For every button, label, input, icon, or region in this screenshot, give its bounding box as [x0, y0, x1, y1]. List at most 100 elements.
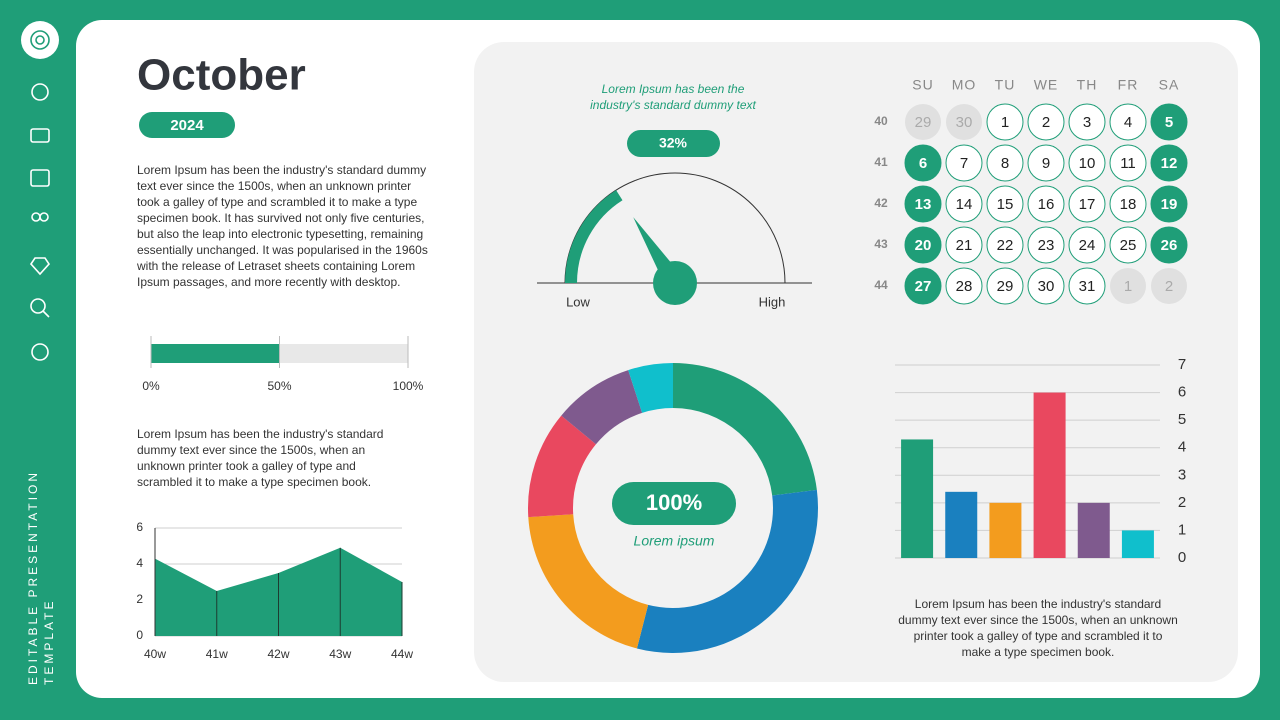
- day-cell: [1068, 267, 1106, 305]
- day: 29: [997, 278, 1014, 295]
- y-tick-label: 4: [1178, 439, 1186, 456]
- day-cell: [1068, 144, 1106, 182]
- day-cell: [905, 104, 941, 140]
- day: 23: [1038, 237, 1055, 254]
- donut-segment: [528, 415, 596, 518]
- icon[interactable]: [31, 343, 49, 361]
- donut-segment: [561, 370, 643, 445]
- day: 3: [1083, 114, 1091, 131]
- day-cell: [1027, 226, 1065, 264]
- icon[interactable]: [29, 257, 51, 276]
- day: 31: [1079, 278, 1096, 295]
- x-tick-label: 44w: [391, 647, 413, 661]
- y-tick-label: 0: [136, 628, 143, 642]
- icon[interactable]: [30, 169, 50, 187]
- donut-segment: [628, 363, 673, 413]
- weekday: MO: [952, 77, 977, 93]
- x-tick-label: 0%: [142, 379, 160, 393]
- sidebar-icons: [21, 21, 59, 361]
- icon[interactable]: [30, 128, 50, 143]
- x-tick-label: 50%: [267, 379, 291, 393]
- logo: [21, 21, 59, 59]
- day: 22: [997, 237, 1014, 254]
- week-number: 44: [874, 278, 888, 292]
- y-tick-label: 2: [136, 592, 143, 606]
- y-tick-label: 6: [136, 520, 143, 534]
- day-cell: [904, 185, 942, 223]
- day: 30: [956, 114, 973, 131]
- day: 26: [1161, 237, 1178, 254]
- year: 2024: [170, 117, 204, 134]
- progress-fill: [151, 344, 280, 363]
- day-cell: [945, 267, 983, 305]
- day: 25: [1120, 237, 1137, 254]
- day-cell: [1150, 185, 1188, 223]
- day: 4: [1124, 114, 1132, 131]
- bar: [1121, 530, 1154, 558]
- day: 5: [1165, 114, 1173, 131]
- gauge-hub: [653, 261, 697, 305]
- day: 30: [1038, 278, 1055, 295]
- day-cell: [1068, 226, 1106, 264]
- x-tick-label: 100%: [393, 379, 424, 393]
- day: 10: [1079, 155, 1096, 172]
- weekday: WE: [1034, 77, 1059, 93]
- x-tick-label: 43w: [329, 647, 351, 661]
- day-cell: [1150, 226, 1188, 264]
- day-cell: [1109, 226, 1147, 264]
- day-cell: [986, 103, 1024, 141]
- icon[interactable]: [31, 212, 41, 222]
- y-tick-label: 1: [1178, 521, 1186, 538]
- day: 16: [1038, 196, 1055, 213]
- day-cell: [1150, 103, 1188, 141]
- gauge-value-label: 32%: [659, 135, 688, 151]
- x-tick-label: 41w: [206, 647, 228, 661]
- day-cell: [1151, 268, 1187, 304]
- day-cell: [1027, 144, 1065, 182]
- day-cell: [986, 226, 1024, 264]
- day: 28: [956, 278, 973, 295]
- day-cell: [1027, 185, 1065, 223]
- day: 11: [1120, 155, 1136, 172]
- icon[interactable]: [30, 298, 46, 314]
- center-sublabel: Lorem ipsum: [634, 533, 715, 549]
- day: 9: [1042, 155, 1050, 172]
- y-tick-label: 4: [136, 556, 143, 570]
- weekday: TH: [1077, 77, 1098, 93]
- day: 19: [1161, 196, 1178, 213]
- day-cell: [946, 104, 982, 140]
- bar: [901, 439, 934, 558]
- day-cell: [1068, 103, 1106, 141]
- value-badge: [627, 130, 720, 157]
- paragraph: Lorem Ipsum has been the industry's stan…: [137, 427, 384, 489]
- y-tick-label: 6: [1178, 384, 1186, 401]
- center-badge: [612, 482, 736, 525]
- bar: [1077, 502, 1110, 558]
- icon[interactable]: [31, 83, 49, 101]
- day: 27: [915, 278, 932, 295]
- y-tick-label: 3: [1178, 466, 1186, 483]
- day: 8: [1001, 155, 1009, 172]
- week-number: 43: [874, 237, 888, 251]
- day-cell: [1027, 267, 1065, 305]
- day-cell: [945, 226, 983, 264]
- day-cell: [945, 144, 983, 182]
- year-badge: [139, 112, 235, 138]
- y-tick-label: 0: [1178, 549, 1186, 566]
- day-cell: [1068, 185, 1106, 223]
- icon[interactable]: [42, 310, 50, 318]
- logo-mark: [35, 35, 45, 45]
- day: 29: [915, 114, 932, 131]
- day-cell: [904, 144, 942, 182]
- day-cell: [986, 144, 1024, 182]
- day-cell: [1150, 144, 1188, 182]
- sidebar-label: EDITABLE PRESENTATION: [26, 470, 40, 685]
- weekday: SU: [912, 77, 933, 93]
- y-tick-label: 2: [1178, 494, 1186, 511]
- day: 7: [960, 155, 968, 172]
- day-cell: [1109, 103, 1147, 141]
- weekday: SA: [1159, 77, 1180, 93]
- day-cell: [1109, 185, 1147, 223]
- icon[interactable]: [39, 212, 49, 222]
